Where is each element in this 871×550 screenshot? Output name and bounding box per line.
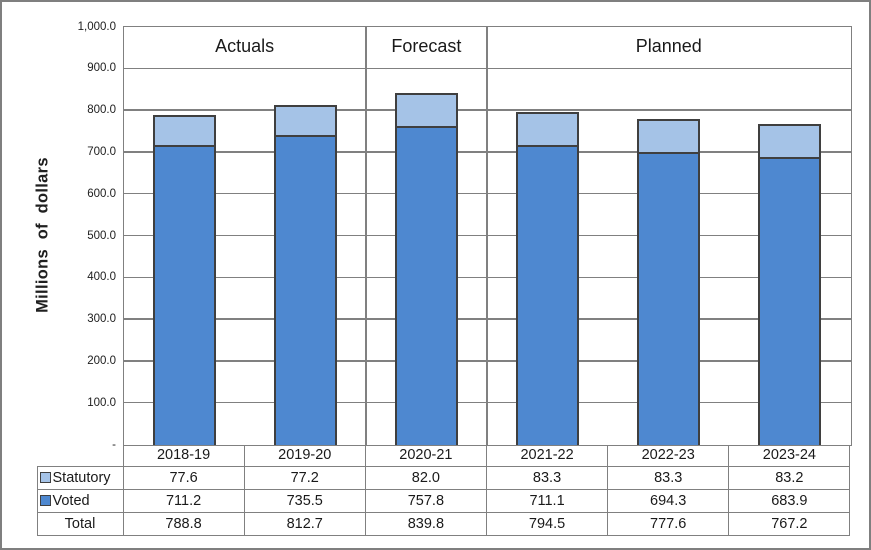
y-tick-label: 1,000.0	[77, 20, 116, 33]
y-tick-label: -	[112, 438, 116, 451]
y-tick-label: 900.0	[87, 62, 116, 75]
bar-2018-19-statutory-segment	[152, 114, 216, 148]
voted-row-label: Voted	[52, 492, 90, 509]
y-tick-label: 700.0	[87, 145, 116, 158]
table-cell-total-2023-24: 767.2	[728, 511, 851, 536]
table-cell-statutory-2019-20: 77.2	[243, 465, 366, 490]
year-header-cell: 2020-21	[364, 445, 487, 467]
table-cell-total-2020-21: 839.8	[364, 511, 487, 536]
plot-area: Actuals Forecast Planned	[122, 25, 852, 446]
year-header-cell: 2022-23	[607, 445, 730, 467]
table-cell-total-2022-23: 777.6	[607, 511, 730, 536]
table-cell-voted-2019-20: 735.5	[243, 488, 366, 513]
section-label-planned: Planned	[635, 35, 702, 56]
bar-2018-19-voted-segment	[152, 147, 216, 445]
section-label-forecast: Forecast	[391, 35, 462, 56]
bar-2020-21-statutory-segment	[394, 93, 458, 128]
year-header-cell: 2018-19	[122, 445, 245, 467]
section-label-actuals: Actuals	[215, 35, 275, 56]
year-header-cell: 2021-22	[485, 445, 609, 467]
y-tick-label: 400.0	[87, 271, 116, 284]
y-tick-label: 300.0	[87, 313, 116, 326]
bar-2021-22-statutory-segment	[516, 112, 580, 148]
bar-2023-24-statutory-segment	[758, 123, 822, 159]
data-table: 2018-19 2019-20 2020-21 2021-22 2022-23 2023-…	[36, 445, 851, 536]
y-tick-label: 600.0	[87, 187, 116, 200]
bar-2019-20-statutory-segment	[273, 104, 337, 138]
section-divider	[486, 26, 488, 445]
bar-2021-22-voted-segment	[516, 147, 580, 445]
y-tick-label: 200.0	[87, 354, 116, 367]
bar-2020-21-voted-segment	[394, 127, 458, 445]
bar-2023-24-voted-segment	[758, 158, 822, 445]
y-tick-label: 800.0	[87, 104, 116, 117]
table-corner-spacer	[37, 445, 123, 466]
y-tick-label: 500.0	[87, 229, 116, 242]
section-divider	[365, 26, 367, 445]
legend-cell-voted: Voted	[36, 488, 124, 513]
table-cell-voted-2023-24: 683.9	[728, 488, 851, 513]
table-cell-total-2021-22: 794.5	[485, 511, 609, 536]
legend-cell-total: Total	[36, 511, 124, 536]
table-cell-voted-2018-19: 711.2	[122, 488, 245, 513]
legend-cell-statutory: Statutory	[36, 465, 124, 490]
table-cell-statutory-2018-19: 77.6	[122, 465, 245, 490]
voted-legend-swatch-icon	[39, 494, 51, 506]
bar-2022-23-statutory-segment	[637, 119, 701, 155]
year-header-cell: 2023-24	[728, 445, 851, 467]
table-cell-statutory-2022-23: 83.3	[607, 465, 730, 490]
table-cell-statutory-2020-21: 82.0	[364, 465, 487, 490]
table-cell-voted-2022-23: 694.3	[607, 488, 730, 513]
bar-2022-23-voted-segment	[637, 154, 701, 445]
table-cell-total-2018-19: 788.8	[122, 511, 245, 536]
statutory-legend-swatch-icon	[39, 471, 51, 483]
total-row-label: Total	[64, 515, 96, 532]
statutory-row-label: Statutory	[52, 469, 111, 486]
table-cell-statutory-2021-22: 83.3	[485, 465, 609, 490]
table-cell-statutory-2023-24: 83.2	[728, 465, 851, 490]
bar-2019-20-voted-segment	[273, 137, 337, 445]
table-cell-voted-2020-21: 757.8	[364, 488, 487, 513]
year-header-cell: 2019-20	[243, 445, 366, 467]
table-cell-voted-2021-22: 711.1	[485, 488, 609, 513]
y-tick-label: 100.0	[87, 396, 116, 409]
table-cell-total-2019-20: 812.7	[243, 511, 366, 536]
